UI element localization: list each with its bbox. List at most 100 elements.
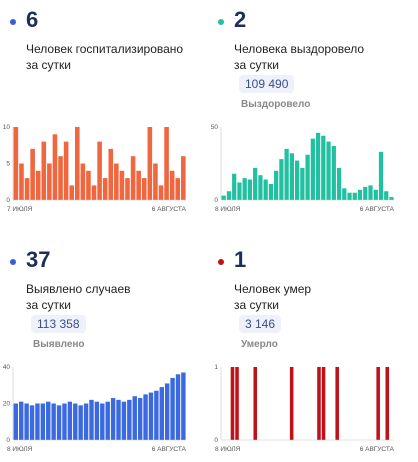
bar: [263, 179, 268, 200]
y-tick-label: 1: [214, 364, 218, 371]
bar: [141, 178, 147, 200]
bar: [24, 178, 30, 200]
chart-svg: 0 20 40 8 ИЮЛЯ 6 АВГУСТА: [3, 364, 187, 453]
chart-svg: 0 5 10 7 ИЮЛЯ 6 АВГУСТА: [3, 124, 187, 213]
y-tick-label: 40: [3, 364, 11, 371]
bar: [108, 148, 114, 200]
bar: [274, 170, 279, 200]
bar: [121, 401, 127, 440]
bar: [226, 191, 232, 200]
bar: [35, 403, 40, 440]
bar: [169, 170, 175, 200]
y-tick-label: 20: [3, 401, 11, 408]
bar: [52, 134, 58, 200]
bar: [97, 141, 102, 200]
bar: [158, 185, 164, 200]
chart-svg: 0 1 8 ИЮЛЯ 6 АВГУСТА: [214, 364, 395, 453]
deaths-description: Человек умер за сутки: [234, 282, 312, 312]
bar: [305, 154, 310, 200]
bar: [119, 170, 125, 200]
x-end-label: 6 АВГУСТА: [360, 446, 395, 453]
bar: [230, 367, 235, 440]
bar: [86, 170, 91, 200]
recovered-description: Человека выздоровело за сутки: [234, 42, 365, 72]
bar: [136, 170, 141, 200]
bar: [105, 401, 110, 440]
bar: [13, 403, 19, 440]
bar: [321, 135, 326, 200]
bar: [13, 127, 19, 200]
bar: [347, 192, 352, 200]
bar: [357, 189, 363, 200]
bar: [116, 399, 121, 440]
bar: [91, 185, 97, 200]
bar: [268, 183, 274, 200]
x-end-label: 6 АВГУСТА: [152, 206, 187, 213]
bar: [148, 392, 154, 440]
bar: [78, 405, 83, 440]
x-end-label: 6 АВГУСТА: [360, 206, 395, 213]
bar: [67, 401, 73, 440]
y-tick-label: 10: [3, 124, 11, 131]
bar: [242, 178, 247, 200]
bar: [376, 367, 380, 440]
bar: [29, 405, 35, 440]
bar: [289, 153, 294, 200]
bar: [164, 127, 169, 200]
bar: [19, 401, 24, 440]
x-start-label: 8 ИЮЛЯ: [7, 446, 33, 453]
deaths-count: 1: [234, 247, 247, 272]
bar: [46, 401, 51, 440]
hospitalized-chart: 0 5 10 7 ИЮЛЯ 6 АВГУСТА: [0, 118, 205, 218]
x-start-label: 8 ИЮЛЯ: [215, 446, 241, 453]
bar: [127, 399, 132, 440]
bar: [363, 186, 368, 200]
bar: [41, 141, 47, 200]
bar: [368, 185, 373, 200]
x-end-label: 6 АВГУСТА: [152, 446, 187, 453]
bullet-dot-icon: [218, 19, 224, 25]
bar: [159, 387, 164, 440]
bar: [143, 394, 148, 441]
bar: [62, 403, 67, 440]
bar: [110, 398, 116, 440]
bar: [30, 148, 35, 200]
deaths-total: 3 146: [239, 315, 282, 333]
cases-total-label: Выявлено: [33, 339, 85, 350]
cases-description: Выявлено случаев за сутки: [26, 282, 131, 312]
bar: [253, 367, 258, 440]
bar: [352, 192, 357, 200]
y-tick-label: 0: [214, 437, 218, 444]
bar: [373, 189, 378, 200]
recovered-count: 2: [234, 7, 247, 32]
hospitalized-count: 6: [26, 7, 39, 32]
bar: [130, 156, 136, 200]
bar: [317, 367, 321, 440]
bar: [170, 377, 175, 440]
bar: [175, 178, 181, 200]
x-start-label: 7 ИЮЛЯ: [7, 206, 33, 213]
y-tick-label: 5: [6, 161, 10, 168]
chart-svg: 0 50 8 ИЮЛЯ 6 АВГУСТА: [211, 124, 395, 213]
bar: [80, 163, 86, 200]
bar: [247, 179, 253, 200]
bar: [19, 163, 24, 200]
bar: [181, 156, 186, 200]
bar: [73, 403, 78, 440]
recovered-total: 109 490: [239, 75, 295, 93]
bar: [284, 148, 289, 200]
recovered-total-label: Выздоровело: [241, 99, 311, 110]
bar: [74, 127, 80, 200]
deaths-total-label: Умерло: [241, 339, 278, 350]
bar: [335, 367, 339, 440]
y-tick-label: 0: [6, 197, 10, 204]
bar: [389, 197, 394, 200]
bar: [279, 159, 284, 200]
bar: [321, 367, 326, 440]
bar: [154, 390, 159, 440]
bar: [40, 403, 46, 440]
bar: [153, 163, 158, 200]
bar: [326, 141, 331, 200]
bar: [294, 160, 300, 200]
bullet-dot-icon: [10, 19, 16, 25]
